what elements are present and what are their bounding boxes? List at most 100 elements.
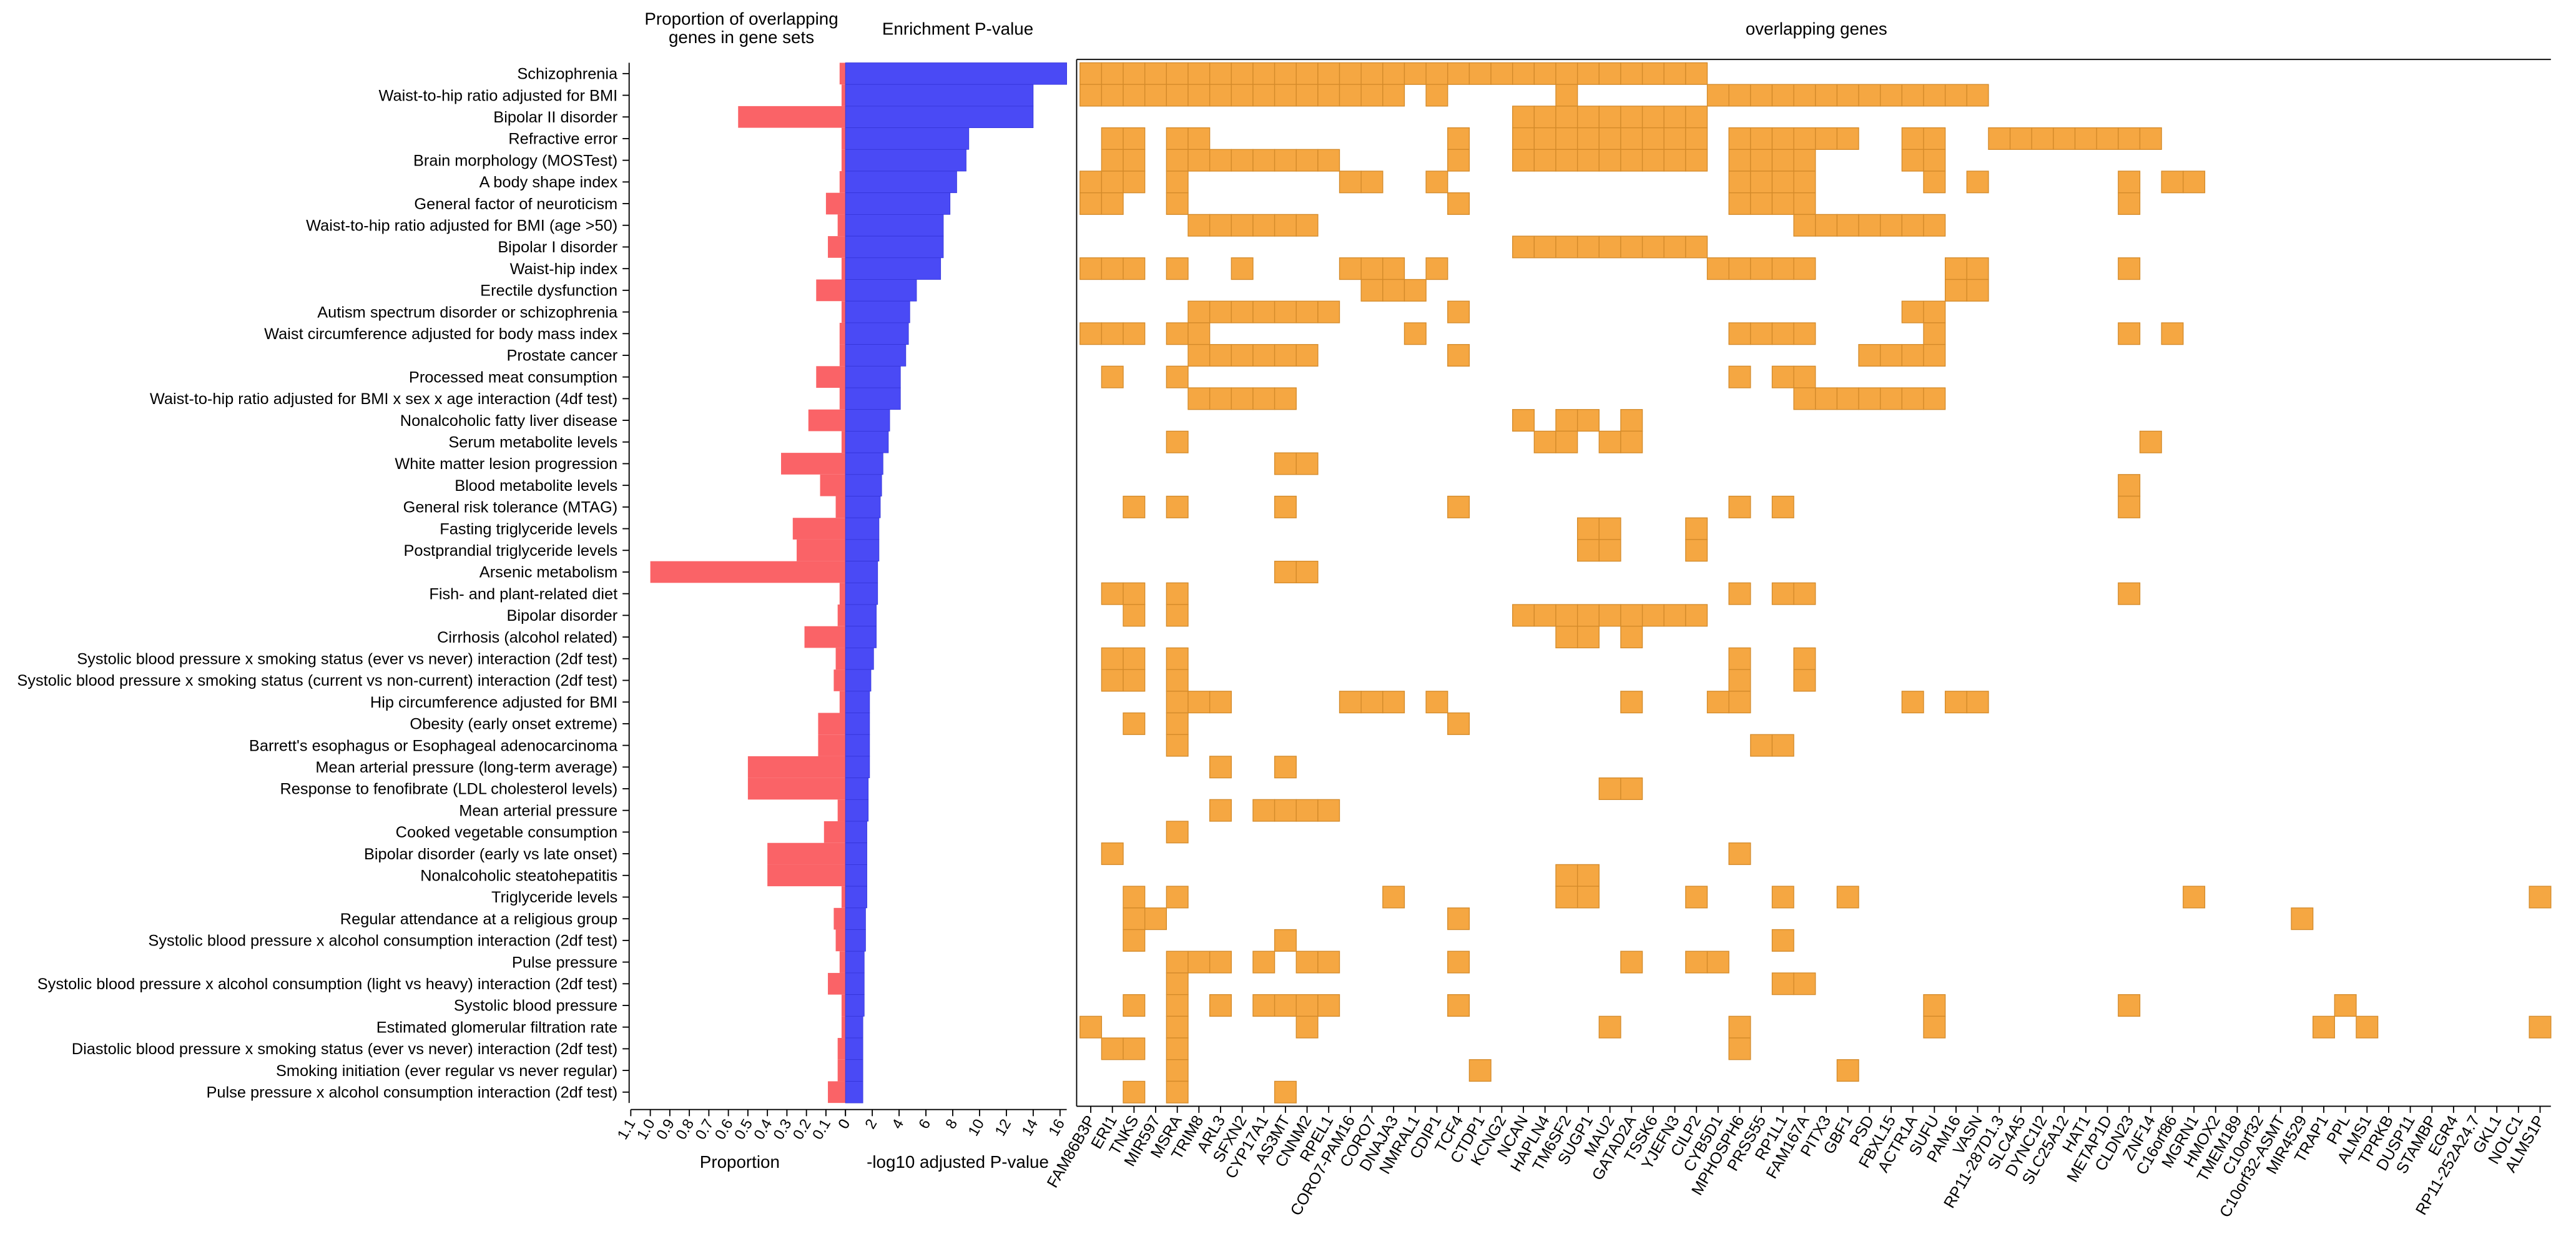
pvalue-bar <box>845 409 890 432</box>
heatmap-cell <box>1793 84 1816 107</box>
heatmap-cell <box>1187 84 1211 107</box>
heatmap-cell <box>1923 170 1946 194</box>
heatmap-cell <box>1295 452 1319 475</box>
heatmap-cell <box>1144 62 1167 85</box>
proportion-bar <box>828 236 846 258</box>
heatmap-cell <box>1836 387 1859 410</box>
heatmap-cell <box>1728 842 1751 866</box>
heatmap-cell <box>1101 322 1124 345</box>
heatmap-cell <box>1447 994 1470 1017</box>
heatmap-cell <box>1166 821 1189 844</box>
heatmap-cell <box>1793 322 1816 345</box>
proportion-bar <box>839 951 846 973</box>
heatmap-cell <box>1166 62 1189 85</box>
heatmap-cell <box>1576 886 1600 909</box>
gene-set-label: White matter lesion progression <box>395 455 617 473</box>
heatmap-cell <box>1555 62 1578 85</box>
gene-set-label: Autism spectrum disorder or schizophreni… <box>317 304 618 321</box>
proportion-bar <box>841 431 846 453</box>
heatmap-cell <box>1598 777 1621 800</box>
pvalue-tick-label: 4 <box>888 1116 907 1132</box>
heatmap-cell <box>1295 799 1319 822</box>
gene-set-label: Systolic blood pressure x smoking status… <box>77 651 617 668</box>
heatmap-cell <box>1382 279 1405 302</box>
heatmap-cell <box>1123 495 1146 518</box>
gene-set-label: Regular attendance at a religious group <box>340 911 617 928</box>
pvalue-bar <box>845 149 966 172</box>
gene-set-label: Bipolar disorder (early vs late onset) <box>364 846 617 863</box>
heatmap-cell <box>1231 300 1254 323</box>
heatmap-cell <box>1620 106 1643 129</box>
heatmap-cell <box>1836 1059 1859 1082</box>
heatmap-cell <box>1166 734 1189 757</box>
heatmap-cell <box>1123 886 1146 909</box>
heatmap-cell <box>1187 322 1211 345</box>
proportion-bar <box>841 149 846 172</box>
gene-set-label: Waist circumference adjusted for body ma… <box>264 325 617 343</box>
heatmap-cell <box>1836 886 1859 909</box>
heatmap-cell <box>1706 950 1729 974</box>
proportion-bar <box>839 691 846 713</box>
heatmap-cell <box>1166 1015 1189 1039</box>
heatmap-cell <box>1771 257 1794 280</box>
heatmap-cell <box>1166 322 1189 345</box>
heatmap-cell <box>1274 560 1297 583</box>
heatmap-cell <box>1123 127 1146 150</box>
heatmap-cell <box>1923 322 1946 345</box>
heatmap-cell <box>1360 691 1384 714</box>
heatmap-cell <box>1425 691 1448 714</box>
heatmap-cell <box>1209 756 1232 779</box>
proportion-bar <box>833 669 846 691</box>
pvalue-bar <box>845 170 957 194</box>
heatmap-cell <box>1447 950 1470 974</box>
pvalue-bar <box>845 431 889 453</box>
heatmap-cell <box>1187 387 1211 410</box>
heatmap-cell <box>1187 214 1211 237</box>
heatmap-cell <box>1209 214 1232 237</box>
heatmap-cell <box>1295 560 1319 583</box>
heatmap-cell <box>1317 950 1340 974</box>
heatmap-cell <box>1252 62 1276 85</box>
proportion-bar <box>820 474 846 496</box>
heatmap-cell <box>1252 214 1276 237</box>
heatmap-cell <box>1447 495 1470 518</box>
heatmap-cell <box>1576 106 1600 129</box>
heatmap-cell <box>1728 170 1751 194</box>
heatmap-cell <box>1166 192 1189 215</box>
heatmap-cell <box>1101 842 1124 866</box>
heatmap-cell <box>1274 84 1297 107</box>
heatmap-cell <box>2118 994 2141 1017</box>
heatmap-cell <box>1663 127 1686 150</box>
heatmap-cell <box>1728 669 1751 692</box>
gene-set-label: Postprandial triglyceride levels <box>403 542 617 560</box>
heatmap-cell <box>1382 84 1405 107</box>
heatmap-cell <box>1209 387 1232 410</box>
heatmap-cell <box>2529 886 2552 909</box>
pvalue-bar <box>845 214 944 237</box>
heatmap-cell <box>1620 62 1643 85</box>
heatmap-cell <box>1728 691 1751 714</box>
heatmap-cell <box>1966 84 1989 107</box>
heatmap-cell <box>1706 691 1729 714</box>
proportion-bar <box>804 626 846 648</box>
heatmap-cell <box>1620 149 1643 172</box>
heatmap-cell <box>1295 214 1319 237</box>
gene-set-label: Waist-to-hip ratio adjusted for BMI (age… <box>306 217 617 234</box>
proportion-bar <box>839 344 846 367</box>
gene-set-label: Fasting triglyceride levels <box>440 520 617 538</box>
heatmap-cell <box>1728 127 1751 150</box>
heatmap-cell <box>1901 300 1924 323</box>
heatmap-cell <box>1620 127 1643 150</box>
heatmap-cell <box>2183 886 2206 909</box>
gene-set-label: Systolic blood pressure x smoking status… <box>17 672 617 689</box>
heatmap-cell <box>1858 84 1881 107</box>
pvalue-bar <box>845 864 867 887</box>
heatmap-cell <box>1641 127 1664 150</box>
heatmap-cell <box>1295 300 1319 323</box>
heatmap-cell <box>1750 127 1773 150</box>
heatmap-cell <box>1685 149 1708 172</box>
heatmap-cell <box>1274 994 1297 1017</box>
heatmap-cell <box>1490 62 1513 85</box>
heatmap-cell <box>1209 950 1232 974</box>
